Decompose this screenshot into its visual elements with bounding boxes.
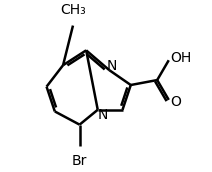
Text: N: N xyxy=(107,59,117,73)
Text: N: N xyxy=(98,108,108,122)
Text: OH: OH xyxy=(170,51,192,65)
Text: CH₃: CH₃ xyxy=(60,3,86,17)
Text: Br: Br xyxy=(72,154,87,168)
Text: O: O xyxy=(170,95,181,109)
